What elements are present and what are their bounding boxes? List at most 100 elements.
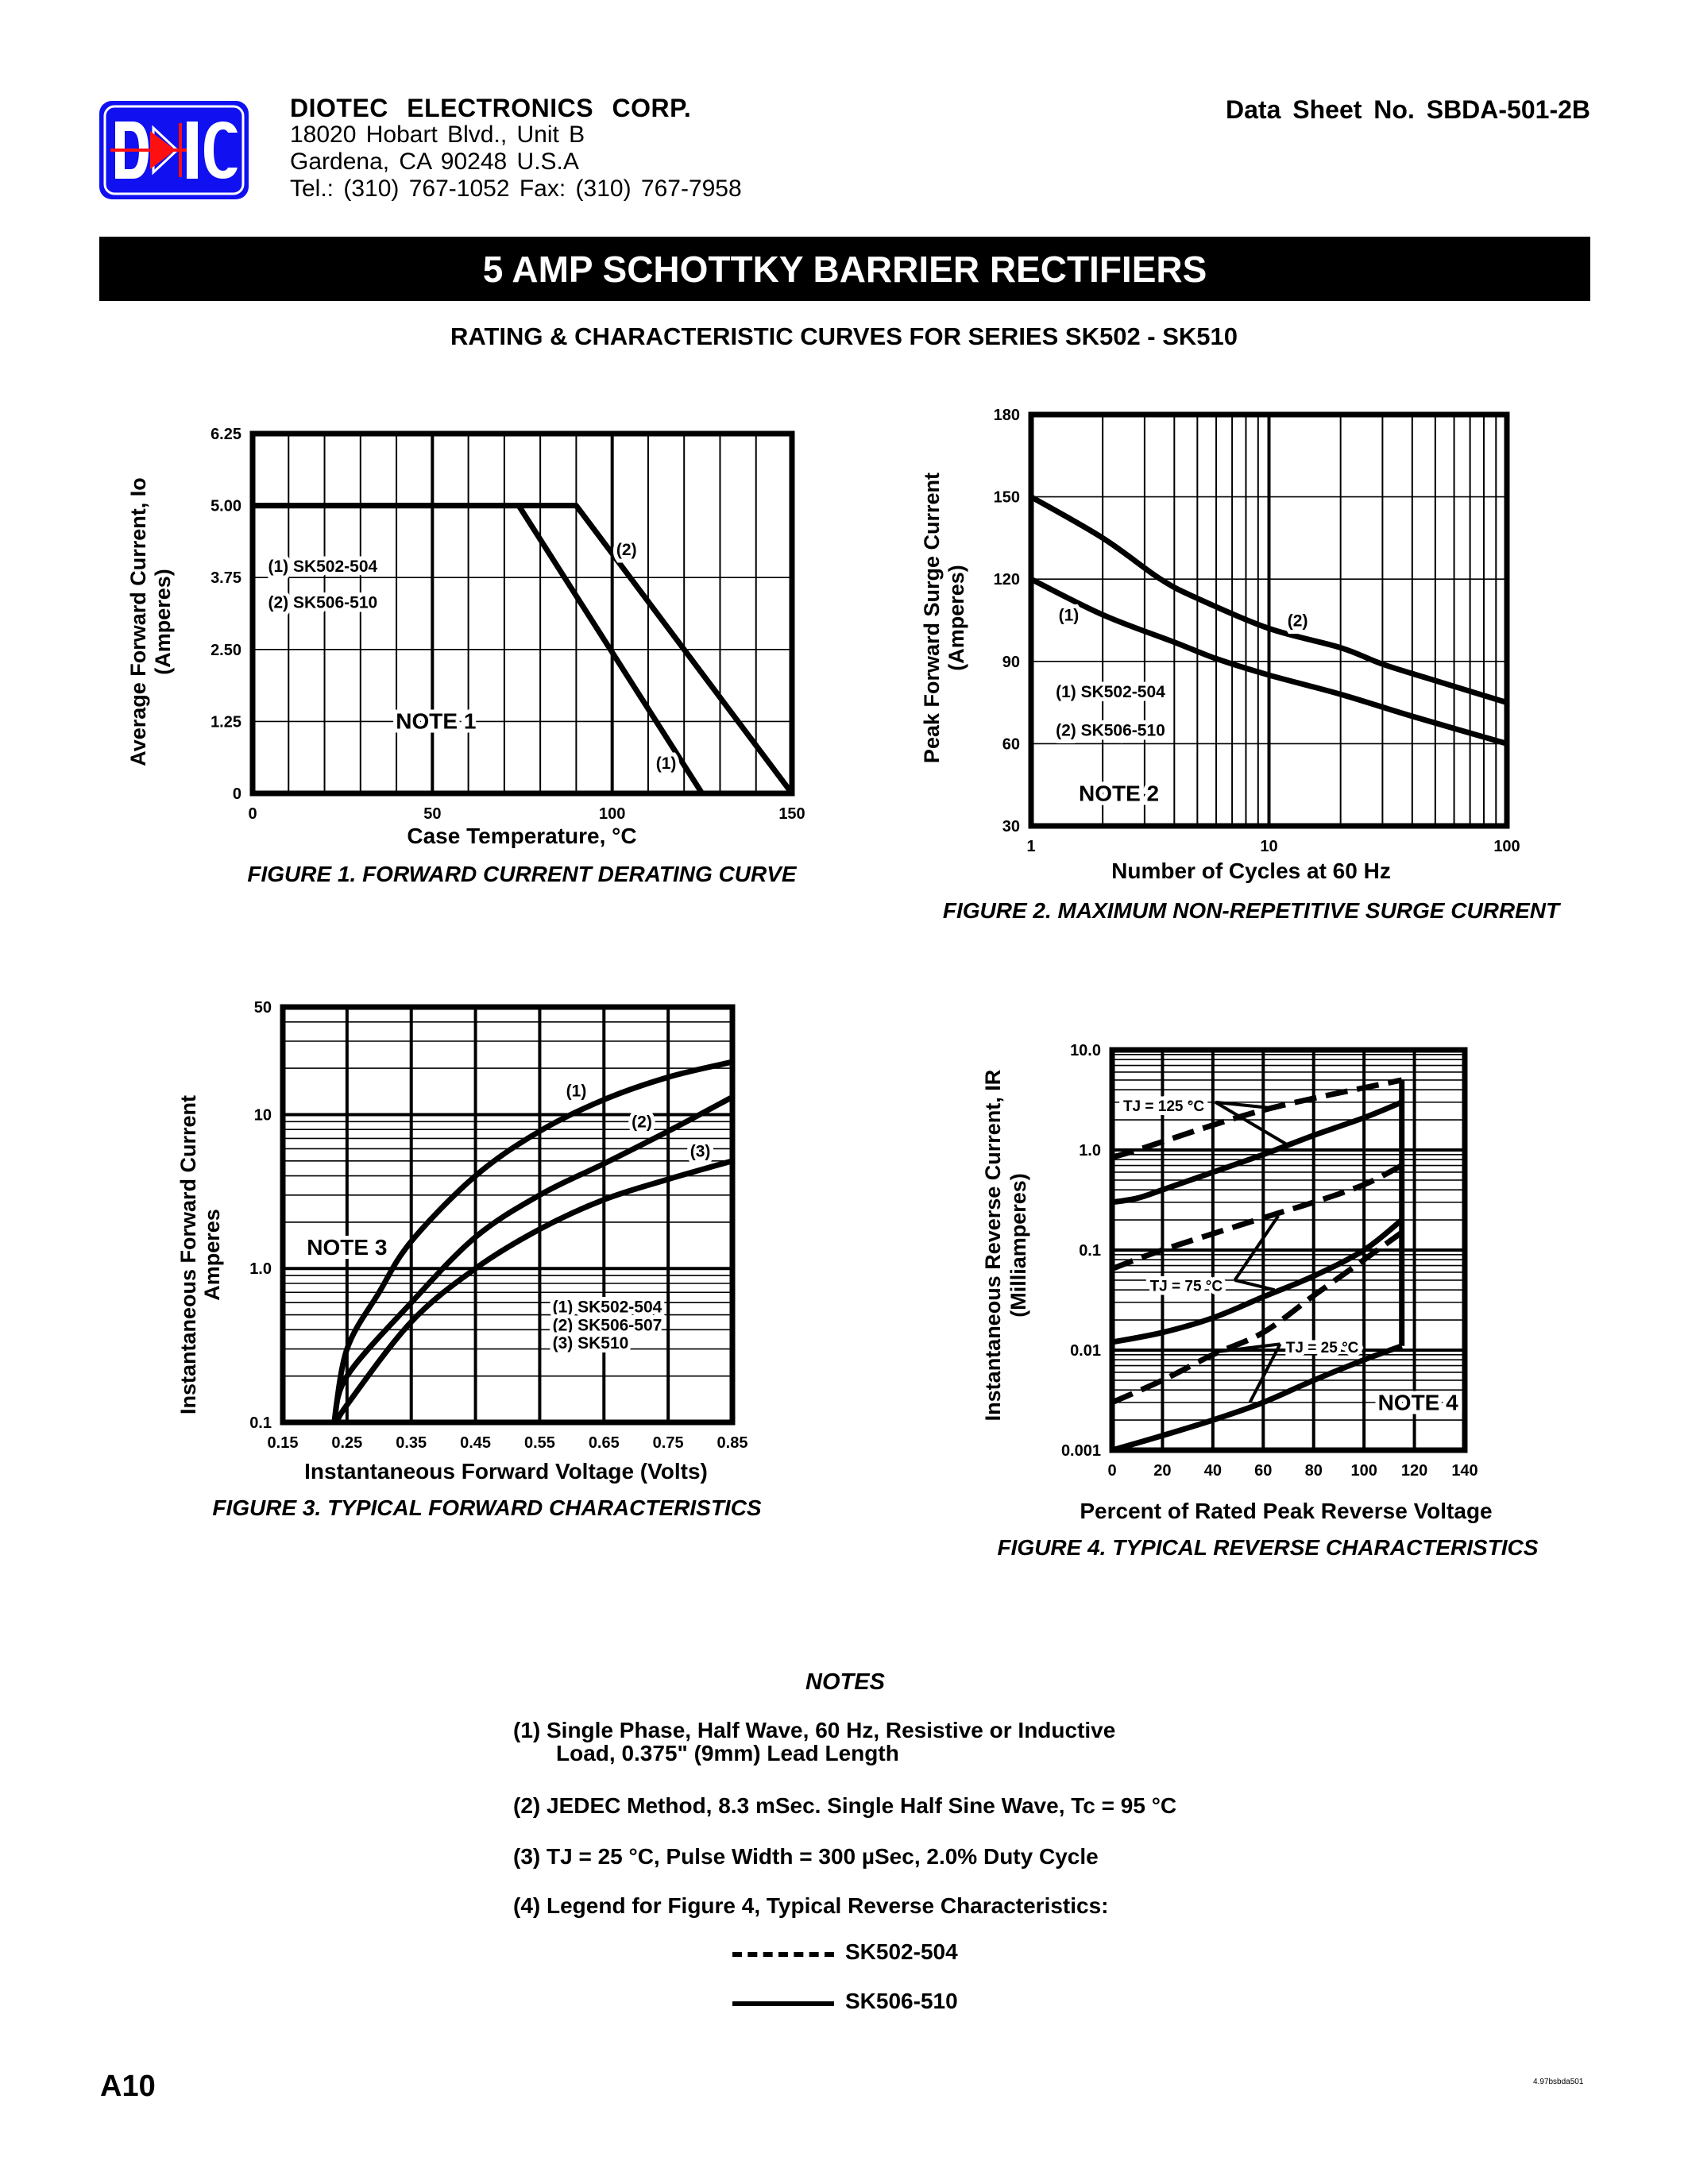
x-tick-label: 150 bbox=[778, 805, 805, 823]
y-axis-label: (Milliamperes) bbox=[1006, 1173, 1030, 1318]
y-tick-label: 0.1 bbox=[1079, 1242, 1101, 1260]
y-tick-label: 5.00 bbox=[211, 498, 241, 515]
figure-3: (1) (2) (3) NOTE 3 (1) SK502-504(2) SK506-50… bbox=[176, 999, 762, 1520]
annotation-leader-line bbox=[1215, 1100, 1277, 1110]
note-4: (4) Legend for Figure 4, Typical Reverse… bbox=[513, 1893, 1109, 1918]
note-3: (3) TJ = 25 °C, Pulse Width = 300 µSec, … bbox=[513, 1844, 1099, 1869]
figure-1: (1) SK502-504 (2) SK506-510 NOTE 1 (2) (1) 0 5… bbox=[126, 426, 805, 886]
y-tick-label: 180 bbox=[994, 407, 1020, 424]
x-axis-label: Percent of Rated Peak Reverse Voltage bbox=[1080, 1499, 1492, 1523]
y-tick-label: 1.0 bbox=[249, 1260, 272, 1278]
legend-solid-line bbox=[732, 2001, 834, 2006]
x-tick-label: 0.65 bbox=[589, 1434, 620, 1452]
chart-annotation: TJ = 125 °C bbox=[1123, 1098, 1204, 1115]
series-line-2 bbox=[1111, 1099, 1404, 1206]
plot-frame bbox=[1109, 1047, 1468, 1453]
chart-annotation: NOTE 3 bbox=[307, 1235, 387, 1260]
chart-annotation: NOTE 4 bbox=[1378, 1391, 1459, 1415]
series-line-2 bbox=[253, 503, 794, 796]
figure-caption: FIGURE 2. MAXIMUM NON-REPETITIVE SURGE C… bbox=[943, 898, 1562, 923]
figure-caption: FIGURE 1. FORWARD CURRENT DERATING CURVE bbox=[247, 862, 798, 886]
series-line-1 bbox=[1029, 577, 1508, 747]
gridlines bbox=[283, 1007, 732, 1422]
figure-caption: FIGURE 3. TYPICAL FORWARD CHARACTERISTIC… bbox=[212, 1495, 762, 1520]
x-tick-label: 60 bbox=[1254, 1462, 1272, 1480]
chart-annotation: (1) bbox=[656, 754, 677, 773]
chart-annotation: TJ = 25 °C bbox=[1286, 1340, 1359, 1356]
y-tick-label: 0 bbox=[233, 785, 241, 803]
chart-annotation: NOTE 2 bbox=[1079, 781, 1159, 805]
y-tick-label: 60 bbox=[1002, 735, 1020, 753]
x-tick-label: 80 bbox=[1305, 1462, 1323, 1480]
x-tick-label: 100 bbox=[1493, 838, 1520, 855]
y-tick-label: 90 bbox=[1002, 654, 1020, 671]
page-title: 5 AMP SCHOTTKY BARRIER RECTIFIERS bbox=[482, 248, 1207, 290]
chart-annotation: (1) bbox=[1059, 606, 1080, 624]
chart-annotation: (2) bbox=[632, 1113, 652, 1132]
x-tick-label: 0.25 bbox=[331, 1434, 362, 1452]
series-line-6 bbox=[1111, 1343, 1403, 1453]
x-tick-label: 120 bbox=[1401, 1462, 1427, 1480]
annotation-leader-line bbox=[1233, 1214, 1280, 1282]
x-tick-label: 0.85 bbox=[717, 1434, 748, 1452]
address-line: Gardena, CA 90248 U.S.A bbox=[290, 149, 579, 175]
chart-annotation: TJ = 75 °C bbox=[1150, 1279, 1223, 1295]
x-tick-label: 10 bbox=[1260, 838, 1277, 855]
chart-annotation: (3) SK510 bbox=[553, 1334, 629, 1352]
x-tick-label: 20 bbox=[1153, 1462, 1171, 1480]
document-code: 4.97bsbda501 bbox=[1533, 2078, 1584, 2086]
y-tick-label: 120 bbox=[994, 571, 1020, 588]
y-axis-label: Instantaneous Reverse Current, IR bbox=[981, 1070, 1005, 1422]
chart-annotation: (2) bbox=[1288, 612, 1308, 630]
notes-title: NOTES bbox=[805, 1669, 885, 1695]
x-tick-label: 0.15 bbox=[268, 1434, 299, 1452]
x-tick-label: 100 bbox=[1350, 1462, 1377, 1480]
y-tick-label: 0.1 bbox=[249, 1414, 272, 1432]
y-tick-label: 50 bbox=[254, 999, 272, 1017]
y-tick-label: 0.01 bbox=[1070, 1342, 1101, 1360]
y-tick-label: 6.25 bbox=[211, 426, 241, 443]
x-tick-label: 0.45 bbox=[460, 1434, 491, 1452]
page-number: A10 bbox=[100, 2070, 156, 2103]
series-line-2 bbox=[331, 1094, 734, 1423]
x-tick-label: 0.75 bbox=[653, 1434, 684, 1452]
series-line-4 bbox=[1111, 1217, 1404, 1345]
x-tick-label: 40 bbox=[1204, 1462, 1222, 1480]
y-axis-label: Instantaneous Forward Current bbox=[176, 1095, 200, 1414]
y-tick-label: 10 bbox=[254, 1106, 272, 1124]
series-line-1 bbox=[1111, 1077, 1403, 1160]
y-tick-label: 1.25 bbox=[211, 713, 241, 731]
x-tick-label: 0 bbox=[248, 805, 257, 823]
figure-2: (1) (2) (1) SK502-504 (2) SK506-510 NOTE 2 1 1… bbox=[920, 407, 1562, 923]
legend-solid-label: SK506-510 bbox=[845, 1989, 958, 2013]
note-1: (1) Single Phase, Half Wave, 60 Hz, Resi… bbox=[513, 1718, 1116, 1742]
plot-frame bbox=[1028, 411, 1510, 829]
annotation-leader-line bbox=[1215, 1101, 1287, 1146]
annotation-leader-line bbox=[1234, 1278, 1276, 1292]
plot-frame bbox=[249, 430, 795, 797]
chart-annotation: NOTE 1 bbox=[396, 708, 476, 733]
y-axis-label: Peak Forward Surge Current bbox=[920, 473, 944, 763]
gridlines bbox=[1031, 415, 1507, 826]
x-axis-label: Number of Cycles at 60 Hz bbox=[1111, 859, 1391, 883]
series-line-3 bbox=[334, 1158, 733, 1424]
note-2: (2) JEDEC Method, 8.3 mSec. Single Half … bbox=[513, 1793, 1177, 1818]
legend-dashed-line bbox=[732, 1952, 834, 1957]
chart-annotation: (2) bbox=[616, 541, 637, 559]
address-line: 18020 Hobart Blvd., Unit B bbox=[290, 122, 585, 148]
x-axis-label: Case Temperature, °C bbox=[407, 824, 636, 848]
chart-annotation: (1) SK502-504 bbox=[1056, 683, 1165, 701]
y-axis-label: (Amperes) bbox=[944, 565, 968, 671]
gridlines bbox=[253, 434, 792, 793]
y-tick-label: 30 bbox=[1002, 818, 1020, 835]
x-tick-label: 0.35 bbox=[396, 1434, 427, 1452]
y-axis-label: Amperes bbox=[200, 1209, 224, 1301]
chart-annotation: (2) SK506-510 bbox=[268, 594, 377, 612]
page-subtitle: RATING & CHARACTERISTIC CURVES FOR SERIE… bbox=[450, 322, 1238, 350]
x-tick-label: 140 bbox=[1451, 1462, 1477, 1480]
y-tick-label: 150 bbox=[994, 489, 1020, 507]
data-sheet-number: Data Sheet No. SBDA-501-2B bbox=[1226, 95, 1590, 124]
y-tick-label: 1.0 bbox=[1079, 1142, 1101, 1160]
x-tick-label: 0.55 bbox=[524, 1434, 555, 1452]
